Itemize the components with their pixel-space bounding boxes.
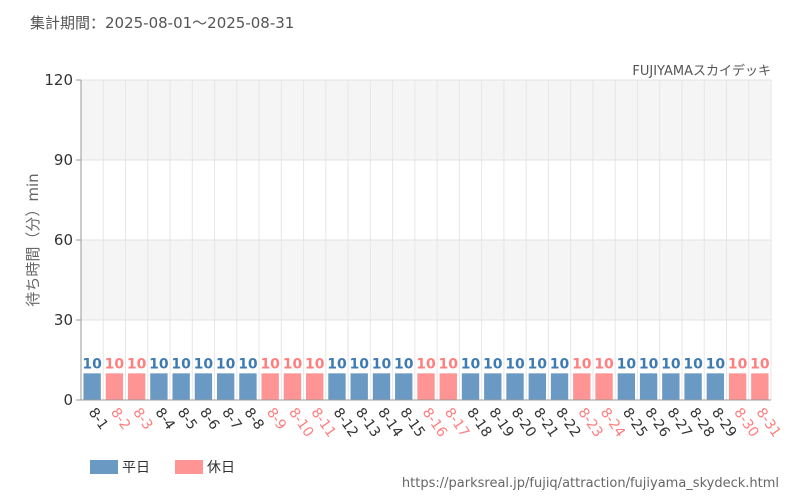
bar — [617, 373, 636, 400]
data-label: 10 — [82, 356, 102, 372]
legend-weekday-swatch — [90, 460, 118, 474]
data-label: 10 — [505, 356, 525, 372]
y-tick-label: 60 — [54, 231, 73, 249]
bar — [306, 373, 324, 400]
x-tick-label: 8-7 — [218, 405, 244, 433]
bar — [216, 373, 235, 400]
data-label: 10 — [216, 356, 236, 372]
bar — [550, 373, 569, 400]
data-label: 10 — [439, 356, 459, 372]
bar — [461, 373, 480, 400]
data-label: 10 — [416, 356, 436, 372]
data-label: 10 — [171, 356, 191, 372]
x-tick-label: 8-2 — [107, 405, 133, 433]
bar — [439, 373, 457, 400]
bar — [528, 373, 546, 400]
bar — [283, 373, 302, 400]
x-tick-label: 8-3 — [129, 405, 155, 433]
data-label: 10 — [327, 356, 347, 372]
y-tick-label: 0 — [63, 391, 73, 409]
bar — [150, 373, 168, 400]
y-tick-label: 30 — [54, 311, 73, 329]
legend-holiday-swatch — [175, 460, 203, 474]
data-label: 10 — [194, 356, 214, 372]
legend: 平日 休日 — [90, 460, 235, 476]
data-label: 10 — [550, 356, 570, 372]
y-tick-label: 120 — [44, 71, 73, 89]
data-label: 10 — [372, 356, 392, 372]
data-label: 10 — [238, 356, 258, 372]
bar — [639, 373, 658, 400]
bar — [172, 373, 190, 400]
bar — [484, 373, 502, 400]
data-labels: 10 10 10 10 10 10 10 10 10 10 10 10 10 10 10 10 10 10 10 10… — [82, 356, 769, 372]
bar — [127, 373, 146, 400]
data-label: 10 — [594, 356, 614, 372]
data-label: 10 — [149, 356, 169, 372]
data-label: 10 — [349, 356, 369, 372]
bar — [684, 373, 702, 400]
plot-band — [81, 240, 771, 320]
data-label: 10 — [683, 356, 703, 372]
x-tick-label: 8-8 — [241, 405, 267, 433]
data-label: 10 — [706, 356, 726, 372]
data-label: 10 — [394, 356, 414, 372]
data-label: 10 — [260, 356, 280, 372]
bar — [83, 373, 101, 400]
legend-weekday-label: 平日 — [122, 460, 150, 476]
bar — [194, 373, 213, 400]
y-axis-title: 待ち時間（分）min — [24, 173, 42, 306]
data-label: 10 — [728, 356, 748, 372]
x-tick-label: 8-1 — [85, 405, 111, 433]
plot-band — [81, 160, 771, 240]
bar — [728, 373, 747, 400]
bar — [417, 373, 435, 400]
bar — [662, 373, 680, 400]
bar — [328, 373, 346, 400]
bar — [372, 373, 391, 400]
data-label: 10 — [283, 356, 303, 372]
x-axis-tick-labels: 8-18-28-38-48-58-68-78-88-98-108-118-128… — [85, 405, 784, 440]
attraction-name: FUJIYAMAスカイデッキ — [632, 63, 771, 79]
x-tick-label: 8-31 — [753, 405, 784, 440]
bar-series — [83, 373, 769, 400]
x-tick-label: 8-9 — [263, 405, 289, 433]
bar — [395, 373, 413, 400]
plot-background-bands — [81, 80, 771, 400]
data-label: 10 — [617, 356, 637, 372]
bar — [573, 373, 591, 400]
bar — [706, 373, 725, 400]
legend-holiday-label: 休日 — [207, 460, 235, 476]
y-tick-label: 90 — [54, 151, 73, 169]
period-label: 集計期間：2025-08-01～2025-08-31 — [30, 14, 294, 32]
plot-band — [81, 80, 771, 160]
x-tick-label: 8-5 — [174, 405, 200, 433]
bar — [239, 373, 257, 400]
data-label: 10 — [639, 356, 659, 372]
data-label: 10 — [305, 356, 325, 372]
y-axis-tick-labels: 0 30 60 90 120 — [44, 71, 73, 409]
bar — [506, 373, 524, 400]
data-label: 10 — [105, 356, 125, 372]
bar — [261, 373, 279, 400]
x-tick-label: 8-6 — [196, 405, 222, 433]
source-url[interactable]: https://parksreal.jp/fujiq/attraction/fu… — [402, 476, 779, 491]
data-label: 10 — [528, 356, 548, 372]
bar — [751, 373, 769, 400]
data-label: 10 — [127, 356, 147, 372]
data-label: 10 — [461, 356, 481, 372]
bar — [350, 373, 368, 400]
data-label: 10 — [661, 356, 681, 372]
data-label: 10 — [750, 356, 770, 372]
bar — [105, 373, 124, 400]
x-tick-label: 8-4 — [152, 405, 178, 433]
data-label: 10 — [572, 356, 592, 372]
bar — [595, 373, 613, 400]
data-label: 10 — [483, 356, 503, 372]
